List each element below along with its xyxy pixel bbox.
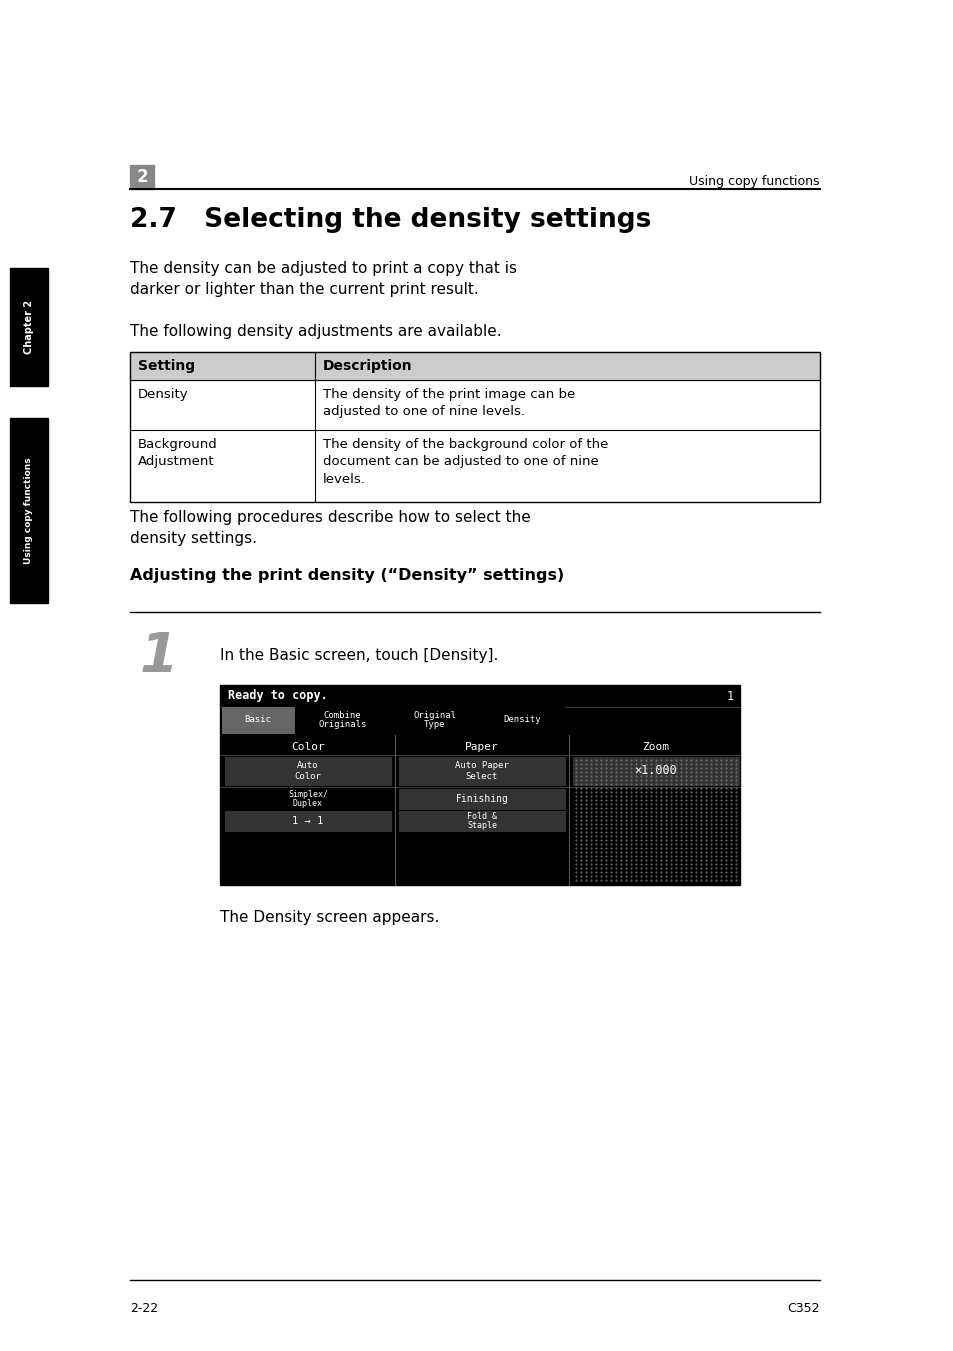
Text: Background
Adjustment: Background Adjustment [138,438,217,469]
Bar [573,757,739,785]
Text: Chapter 2: Chapter 2 [24,300,34,354]
Text: C352: C352 [786,1302,820,1315]
Bar [398,789,564,809]
Text: 1 → 1: 1 → 1 [292,816,323,825]
Text: Ready to copy.: Ready to copy. [228,689,328,703]
Bar [398,757,564,785]
Text: 1: 1 [726,689,733,703]
Text: Auto Paper
Select: Auto Paper Select [455,762,508,781]
Text: The following density adjustments are available.: The following density adjustments are av… [130,324,501,339]
Text: The density can be adjusted to print a copy that is
darker or lighter than the c: The density can be adjusted to print a c… [130,261,517,297]
Text: 2-22: 2-22 [130,1302,158,1315]
Text: 1: 1 [140,630,178,684]
Text: Combine
Originals: Combine Originals [318,711,366,730]
Bar [10,267,48,386]
Bar [220,685,740,885]
Text: Adjusting the print density (“Density” settings): Adjusting the print density (“Density” s… [130,567,563,584]
Bar [398,811,564,831]
Text: Setting: Setting [138,359,195,373]
Text: The density of the background color of the
document can be adjusted to one of ni: The density of the background color of t… [323,438,608,486]
Text: 2.7   Selecting the density settings: 2.7 Selecting the density settings [130,207,651,232]
Bar [479,707,563,734]
Text: 2: 2 [136,168,148,186]
Bar [130,353,820,503]
Text: The Density screen appears.: The Density screen appears. [220,911,439,925]
Text: Description: Description [323,359,413,373]
Text: Original
Type: Original Type [413,711,456,730]
Bar [294,707,390,734]
Bar [130,165,153,189]
Text: Using copy functions: Using copy functions [689,174,820,188]
Bar [10,417,48,603]
Bar [130,353,820,380]
Text: Auto
Color: Auto Color [294,762,321,781]
Text: Density: Density [502,716,540,724]
Text: Paper: Paper [465,742,498,753]
Text: The density of the print image can be
adjusted to one of nine levels.: The density of the print image can be ad… [323,388,575,419]
Text: Basic: Basic [244,716,272,724]
Text: In the Basic screen, touch [Density].: In the Basic screen, touch [Density]. [220,648,497,663]
Bar [225,757,391,785]
Text: Color: Color [291,742,325,753]
Bar [222,707,294,734]
Text: Zoom: Zoom [641,742,669,753]
Text: Density: Density [138,388,189,401]
Text: Simplex/
Duplex: Simplex/ Duplex [288,789,328,808]
Text: Fold &
Staple: Fold & Staple [467,812,497,831]
Text: Finishing: Finishing [456,794,508,804]
Bar [391,707,478,734]
Text: The following procedures describe how to select the
density settings.: The following procedures describe how to… [130,509,530,546]
Text: Using copy functions: Using copy functions [25,457,33,563]
Text: ×1.000: ×1.000 [634,765,677,777]
Bar [225,811,391,831]
